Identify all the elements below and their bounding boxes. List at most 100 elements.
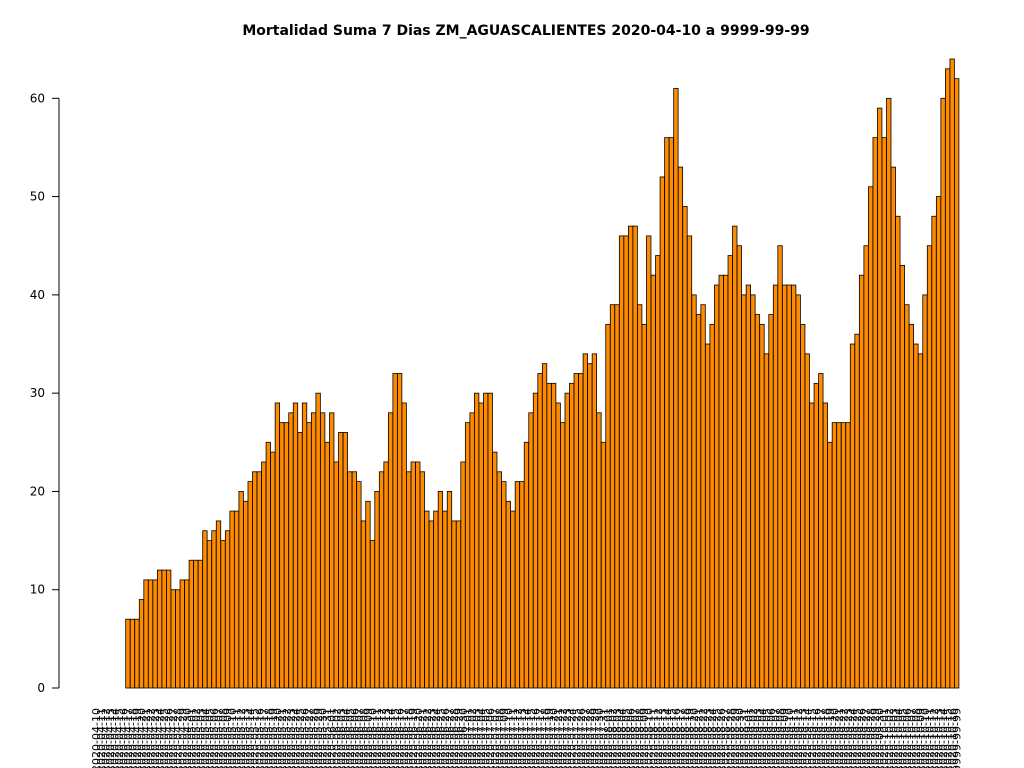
x-tick-label: 2020-05-06 [208,708,221,768]
x-tick-label: 2020-05-29 [312,708,325,768]
bar [215,520,222,689]
bar [464,422,471,689]
bar [474,392,480,689]
x-tick-label: 2020-07-13 [516,708,529,768]
x-tick-label: 2020-07-11 [507,708,520,768]
bar [659,176,665,689]
bar [437,491,444,689]
x-tick-label: 2020-10-09 [914,708,927,768]
x-tick-label: 2020-06-13 [380,708,393,768]
bar [877,107,883,689]
bar [863,245,869,689]
x-tick-label: 2020-08-19 [683,708,696,768]
bar [714,284,720,689]
x-tick-label: 2020-05-21 [276,708,289,768]
x-tick-label: 2020-07-12 [511,708,524,768]
bar [614,304,620,689]
bar [759,323,765,689]
x-tick-label: 2020-08-22 [697,708,710,768]
x-tick-label: 2020-08-24 [706,708,719,768]
bar [369,540,376,689]
bar [156,569,163,689]
x-tick-label: 2020-05-18 [262,708,275,768]
bar [360,520,367,689]
x-tick-label: 2020-06-26 [439,708,452,768]
x-tick-label: 2020-09-21 [833,708,846,768]
x-tick-label: 2020-04-16 [117,708,130,768]
x-tick-label: 2020-07-20 [548,708,561,768]
x-tick-label: 2020-07-05 [480,708,493,768]
x-tick-label: 2020-04-28 [172,708,185,768]
bar [822,402,828,689]
x-tick-label: 2020-05-22 [280,708,293,768]
x-tick-label: 2020-08-10 [643,708,656,768]
y-tick-label: 50 [30,190,45,204]
x-tick-label: 2020-09-30 [874,708,887,768]
bar [351,471,357,689]
bar [224,530,231,689]
x-tick-label: 2020-07-30 [593,708,606,768]
x-tick-label: 2020-07-02 [466,708,479,768]
bar [945,68,951,689]
x-axis: 2020-04-102020-04-112020-04-122020-04-13… [90,708,963,768]
bar [460,461,466,689]
x-tick-label: 2020-06-21 [416,708,429,768]
x-tick-label: 2020-08-05 [620,708,633,768]
x-tick-label: 2020-10-12 [928,708,941,768]
x-tick-label: 2020-05-02 [190,708,203,768]
x-tick-label: 2020-06-05 [344,708,357,768]
bar [324,441,330,689]
x-tick-label: 2020-07-06 [484,708,497,768]
bar [655,255,661,689]
bar [777,245,783,689]
bar [143,579,149,689]
bar [274,402,280,689]
bar [233,510,240,689]
bar [541,363,548,689]
bar [406,471,412,689]
x-tick-label: 2020-09-13 [797,708,810,768]
x-tick-label: 2020-07-28 [584,708,597,768]
bar [519,481,525,689]
x-tick-label: 2020-06-23 [425,708,438,768]
bar [329,412,335,689]
x-tick-label: 2020-04-18 [126,708,139,768]
bar [342,432,348,689]
bar [772,284,779,689]
x-tick-label: 2020-08-27 [720,708,733,768]
bar [718,274,724,689]
x-tick-label: 2020-09-16 [810,708,823,768]
bar [487,392,493,689]
bar [483,392,489,689]
x-tick-label: 2020-08-26 [715,708,728,768]
bar [510,510,516,689]
x-tick-label: 2020-09-23 [842,708,855,768]
x-tick-label: 2020-04-19 [131,708,144,768]
bar [247,481,253,689]
x-tick-label: 2020-04-22 [145,708,158,768]
x-tick-label: 2020-07-08 [493,708,506,768]
bar [723,274,729,689]
bar [745,284,751,689]
bar [528,412,534,689]
bar [569,382,575,689]
bar [505,500,511,689]
x-tick-label: 2020-05-23 [285,708,298,768]
y-tick-label: 40 [30,288,45,302]
x-tick-label: 2020-10-10 [919,708,932,768]
bar [591,353,598,689]
bar [754,314,761,689]
bar [211,530,217,689]
bar [609,304,616,689]
bar [709,323,715,689]
bar [813,382,819,689]
x-tick-label: 2020-07-03 [471,708,484,768]
x-tick-label: 2020-04-12 [99,708,112,768]
bar [781,284,788,689]
bar [283,422,290,689]
bar [695,314,702,689]
bar [845,422,851,689]
x-tick-label: 2020-09-04 [756,708,769,768]
x-tick-label: 2020-07-24 [566,708,579,768]
x-tick-label: 2020-09-01 [742,708,755,768]
